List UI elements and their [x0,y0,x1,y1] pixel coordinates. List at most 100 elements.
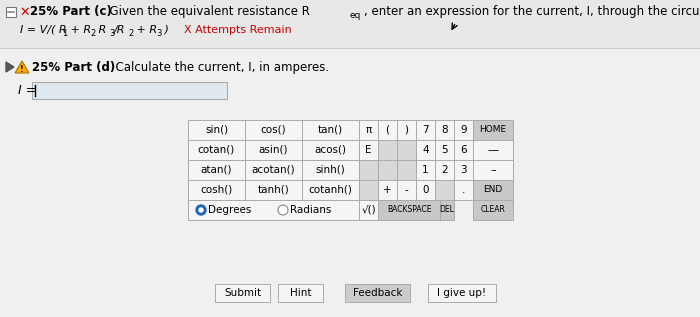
Text: !: ! [20,66,24,74]
FancyBboxPatch shape [188,180,245,200]
Text: I = V/( R: I = V/( R [20,25,66,35]
FancyBboxPatch shape [435,120,454,140]
Text: cotan(): cotan() [198,145,235,155]
Text: Feedback: Feedback [353,288,402,298]
FancyBboxPatch shape [32,82,227,99]
FancyBboxPatch shape [245,180,302,200]
Text: tanh(): tanh() [258,185,289,195]
Text: √(): √() [361,205,376,215]
Text: R: R [95,25,106,35]
FancyBboxPatch shape [378,200,440,220]
FancyBboxPatch shape [0,0,700,48]
Text: X Attempts Remain: X Attempts Remain [177,25,292,35]
Text: —: — [487,145,498,155]
Text: 3: 3 [109,29,114,37]
FancyBboxPatch shape [359,180,378,200]
FancyBboxPatch shape [302,120,359,140]
Text: I give up!: I give up! [438,288,486,298]
Text: 9: 9 [460,125,467,135]
FancyBboxPatch shape [428,284,496,302]
Polygon shape [15,61,29,73]
Text: ): ) [161,25,169,35]
FancyBboxPatch shape [378,160,397,180]
Text: /R: /R [114,25,125,35]
FancyBboxPatch shape [215,284,270,302]
FancyBboxPatch shape [397,180,416,200]
Text: atan(): atan() [201,165,232,175]
Text: cotanh(): cotanh() [309,185,352,195]
Circle shape [196,205,206,215]
FancyBboxPatch shape [245,120,302,140]
FancyBboxPatch shape [359,120,378,140]
Text: -: - [405,185,408,195]
Text: sinh(): sinh() [316,165,345,175]
Text: ): ) [405,125,409,135]
Text: Given the equivalent resistance R: Given the equivalent resistance R [102,5,310,18]
Text: I =: I = [18,83,36,96]
FancyBboxPatch shape [435,140,454,160]
Polygon shape [6,62,14,72]
Text: 2: 2 [128,29,133,37]
Text: BACKSPACE: BACKSPACE [386,205,431,215]
Text: Degrees: Degrees [208,205,251,215]
FancyBboxPatch shape [416,160,435,180]
FancyBboxPatch shape [473,120,513,140]
Text: Calculate the current, I, in amperes.: Calculate the current, I, in amperes. [108,61,329,74]
Text: DEL: DEL [440,205,454,215]
Text: 5: 5 [441,145,448,155]
FancyBboxPatch shape [188,200,359,220]
FancyBboxPatch shape [473,160,513,180]
FancyBboxPatch shape [397,160,416,180]
Text: 2: 2 [90,29,95,37]
FancyBboxPatch shape [245,160,302,180]
Text: π: π [365,125,372,135]
Text: 0: 0 [422,185,428,195]
FancyBboxPatch shape [454,160,473,180]
Text: + R: + R [133,25,157,35]
FancyBboxPatch shape [454,180,473,200]
Text: Radians: Radians [290,205,331,215]
Text: 6: 6 [460,145,467,155]
FancyBboxPatch shape [188,120,245,140]
Text: eq: eq [350,10,361,20]
Text: + R: + R [67,25,91,35]
Text: .: . [462,185,466,195]
FancyBboxPatch shape [473,200,513,220]
Text: 3: 3 [156,29,162,37]
FancyBboxPatch shape [440,200,454,220]
Text: END: END [484,185,503,195]
FancyBboxPatch shape [188,140,245,160]
FancyBboxPatch shape [378,140,397,160]
Text: 2: 2 [441,165,448,175]
Text: cos(): cos() [260,125,286,135]
Text: Hint: Hint [290,288,312,298]
Text: 7: 7 [422,125,429,135]
Text: 1: 1 [62,29,67,37]
Text: sin(): sin() [205,125,228,135]
FancyBboxPatch shape [378,120,397,140]
FancyBboxPatch shape [416,180,435,200]
FancyBboxPatch shape [454,140,473,160]
FancyBboxPatch shape [359,200,378,220]
FancyBboxPatch shape [416,140,435,160]
Text: E: E [365,145,372,155]
FancyBboxPatch shape [397,120,416,140]
FancyBboxPatch shape [278,284,323,302]
Text: asin(): asin() [259,145,288,155]
Text: cosh(): cosh() [200,185,232,195]
FancyBboxPatch shape [6,7,16,17]
FancyBboxPatch shape [378,180,397,200]
FancyBboxPatch shape [416,120,435,140]
Text: 1: 1 [422,165,429,175]
FancyBboxPatch shape [435,180,454,200]
Text: acos(): acos() [314,145,346,155]
FancyBboxPatch shape [473,180,513,200]
FancyBboxPatch shape [345,284,410,302]
Text: 25% Part (c): 25% Part (c) [30,5,112,18]
Text: (: ( [386,125,389,135]
Circle shape [278,205,288,215]
FancyBboxPatch shape [359,140,378,160]
Text: 3: 3 [460,165,467,175]
Text: –: – [490,165,496,175]
FancyBboxPatch shape [359,160,378,180]
